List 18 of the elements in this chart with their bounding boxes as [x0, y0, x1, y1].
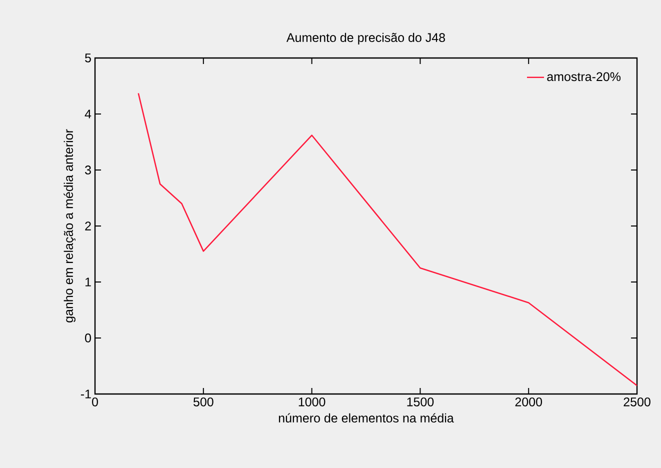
y-tick-label: -1 [80, 390, 91, 398]
y-tick-label: 5 [85, 54, 91, 62]
line-series [138, 92, 638, 386]
chart-title: Aumento de precisão do J48 [286, 32, 445, 44]
y-tick-label: 0 [85, 334, 92, 342]
legend-label: amostra-20% [547, 72, 621, 82]
x-tick-label: 500 [193, 398, 214, 406]
x-axis-title: número de elementos na média [278, 413, 454, 423]
y-tick-label: 1 [85, 278, 91, 286]
x-tick-label: 1000 [298, 398, 326, 406]
x-tick-label: 2000 [515, 398, 542, 406]
x-tick-label: 0 [92, 398, 98, 406]
y-tick-label: 4 [84, 110, 92, 118]
y-tick-label: 3 [85, 166, 91, 174]
x-tick-label: 1500 [407, 398, 434, 406]
x-tick-label: 2500 [624, 398, 650, 406]
y-axis-title: ganho em relação a média anterior [64, 129, 76, 322]
y-tick-label: 2 [85, 222, 91, 230]
